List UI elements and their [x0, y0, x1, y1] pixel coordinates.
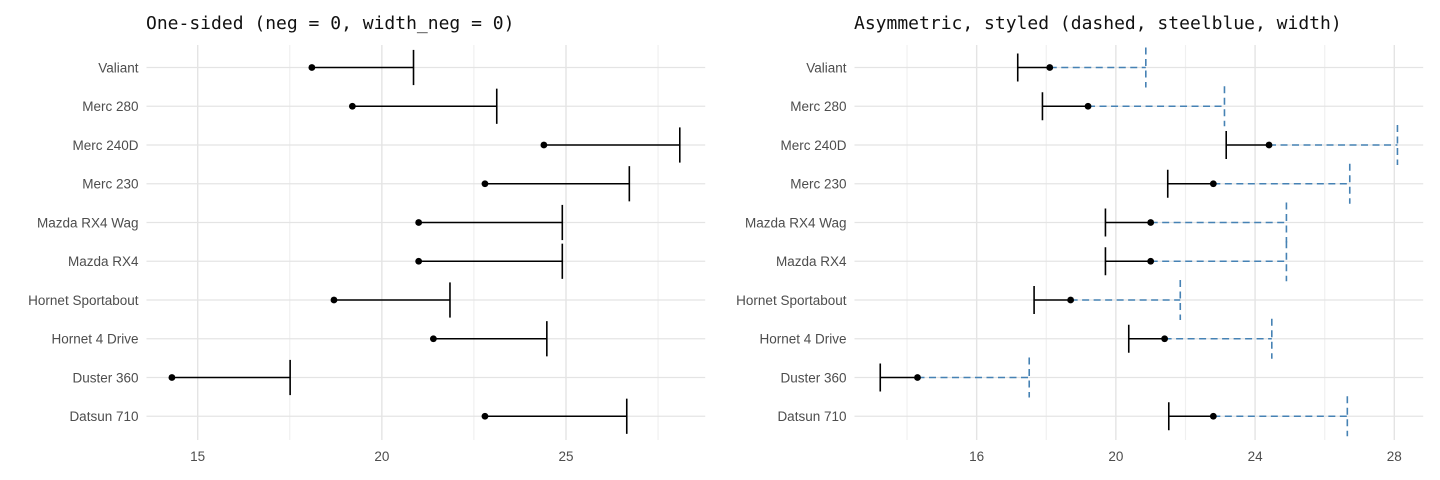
data-point	[1209, 412, 1217, 420]
data-point	[1209, 180, 1217, 188]
y-axis-label: Merc 230	[790, 177, 846, 192]
x-tick-label: 20	[1108, 449, 1123, 464]
chart-title: Asymmetric, styled (dashed, steelblue, w…	[854, 13, 1342, 34]
data-point	[330, 296, 338, 304]
y-axis-label: Mazda RX4 Wag	[745, 215, 847, 230]
x-tick-label: 20	[374, 449, 389, 464]
y-axis-label: Merc 280	[82, 99, 138, 114]
data-point	[481, 412, 489, 420]
data-point	[1161, 335, 1169, 343]
y-axis-label: Valiant	[806, 60, 847, 75]
x-tick-label: 15	[190, 449, 205, 464]
data-point	[348, 102, 356, 110]
y-axis-label: Hornet 4 Drive	[51, 332, 138, 347]
x-tick-label: 16	[969, 449, 984, 464]
y-axis-label: Merc 280	[790, 99, 846, 114]
y-axis-label: Valiant	[98, 60, 139, 75]
y-axis-label: Merc 230	[82, 177, 138, 192]
data-point	[168, 374, 176, 381]
data-point	[1067, 296, 1075, 304]
y-axis-label: Datsun 710	[69, 409, 138, 424]
chart-canvas: 15 20 25 Valiant Merc 280 Merc 240D Merc 230 Ma…	[28, 45, 706, 464]
data-point	[415, 219, 423, 226]
data-point	[1265, 141, 1273, 149]
y-axis-label: Hornet Sportabout	[736, 293, 847, 308]
data-point	[1147, 257, 1155, 265]
one-sided-errorbar-chart: One-sided (neg = 0, width_neg = 0) 15 20 2…	[28, 13, 706, 464]
data-point	[540, 141, 548, 149]
y-axis-label: Mazda RX4	[776, 254, 847, 269]
chart-title: One-sided (neg = 0, width_neg = 0)	[146, 13, 515, 34]
data-point	[308, 64, 316, 71]
x-tick-label: 24	[1248, 449, 1264, 464]
y-axis-label: Mazda RX4	[68, 254, 139, 269]
data-point	[914, 374, 921, 381]
y-axis-label: Merc 240D	[72, 138, 138, 153]
data-point	[430, 335, 437, 343]
x-tick-label: 28	[1387, 449, 1402, 464]
y-axis-label: Datsun 710	[777, 409, 846, 424]
chart-canvas: 16 20 24 28 Valiant Merc 280 Merc 240D Merc 230…	[736, 45, 1424, 464]
y-axis-label: Hornet Sportabout	[28, 293, 139, 308]
y-axis-label: Merc 240D	[780, 138, 846, 153]
y-axis-label: Hornet 4 Drive	[759, 332, 846, 347]
y-axis-label: Duster 360	[72, 370, 138, 385]
y-axis-label: Duster 360	[780, 370, 846, 385]
asymmetric-styled-errorbar-chart: Asymmetric, styled (dashed, steelblue, w…	[720, 0, 1440, 480]
data-point	[1084, 102, 1092, 110]
data-point	[1046, 64, 1054, 71]
data-point	[481, 180, 489, 188]
y-axis-label: Mazda RX4 Wag	[37, 215, 139, 230]
x-tick-label: 25	[558, 449, 573, 464]
data-point	[415, 257, 423, 265]
data-point	[1147, 219, 1155, 226]
